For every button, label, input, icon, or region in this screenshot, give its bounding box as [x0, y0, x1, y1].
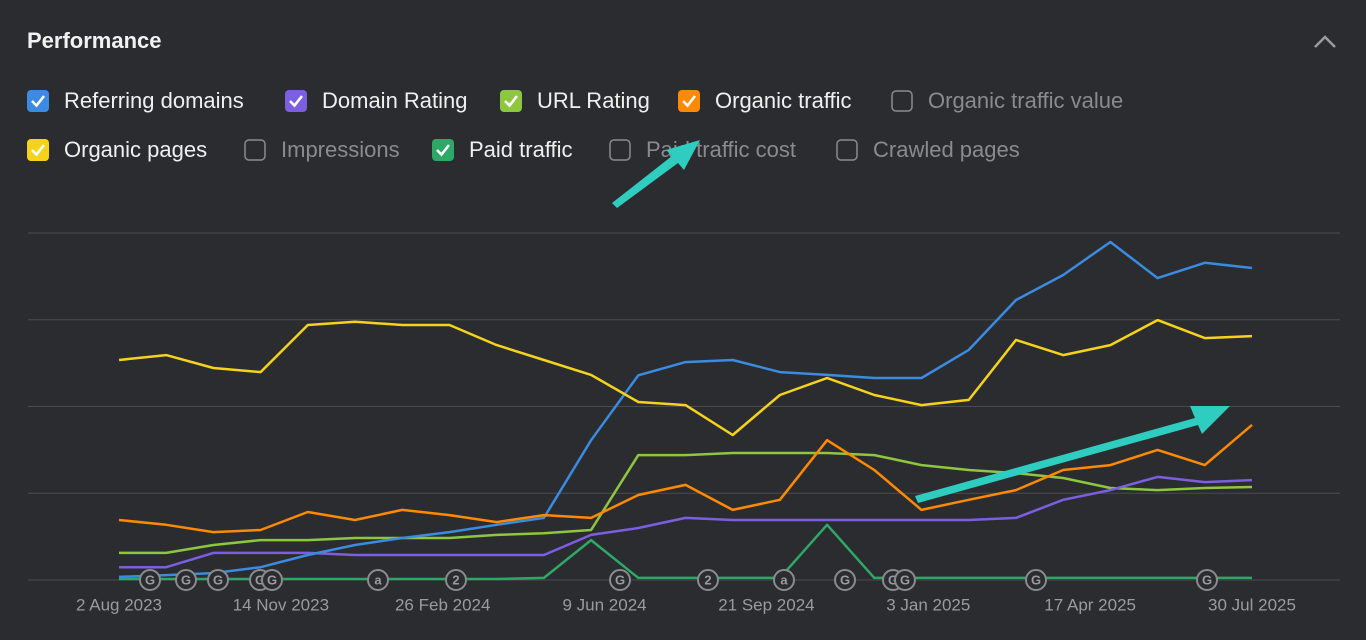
series-line	[119, 475, 1253, 569]
x-tick-label: 26 Feb 2024	[395, 595, 490, 614]
legend-label: Crawled pages	[873, 137, 1020, 162]
legend-item[interactable]: Crawled pages	[836, 137, 1020, 162]
legend-item[interactable]: Referring domains	[27, 88, 244, 113]
checkbox-unchecked[interactable]	[836, 139, 858, 161]
checkbox-checked[interactable]	[27, 90, 49, 112]
event-marker[interactable]	[261, 569, 283, 591]
event-marker-label: G	[1031, 572, 1041, 587]
checkmark	[436, 144, 451, 157]
collapse-button[interactable]	[1314, 35, 1336, 48]
series-line	[118, 423, 1253, 534]
checkbox-checked[interactable]	[500, 90, 522, 112]
x-tick-label: 21 Sep 2024	[718, 595, 814, 614]
legend-label: URL Rating	[537, 88, 650, 113]
x-tick-label: 14 Nov 2023	[233, 595, 329, 614]
legend-label: Domain Rating	[322, 88, 468, 113]
x-tick-label: 3 Jan 2025	[886, 595, 970, 614]
event-marker[interactable]	[697, 569, 719, 591]
event-marker-label: G	[840, 572, 850, 587]
annotation-arrow	[915, 406, 1230, 503]
x-axis: 2 Aug 2023 14 Nov 2023 26 Feb 2024 9 Jun 20…	[76, 595, 1296, 614]
event-marker-label: G	[255, 572, 265, 587]
legend-item[interactable]: Impressions	[244, 137, 400, 162]
x-tick-label: 17 Apr 2025	[1044, 595, 1136, 614]
legend-item[interactable]: Organic traffic	[678, 88, 852, 113]
checkmark	[289, 95, 304, 108]
event-marker[interactable]	[773, 569, 795, 591]
event-marker[interactable]	[175, 569, 197, 591]
checkmark	[31, 144, 46, 157]
checkbox-unchecked[interactable]	[244, 139, 266, 161]
event-marker-label: G	[1202, 572, 1212, 587]
series-line	[119, 523, 1252, 581]
x-tick-label: 9 Jun 2024	[563, 595, 647, 614]
event-marker[interactable]	[894, 569, 916, 591]
legend-label: Paid traffic	[469, 137, 573, 162]
event-marker-label: G	[267, 572, 277, 587]
event-marker[interactable]	[367, 569, 389, 591]
event-marker-label: a	[780, 572, 788, 587]
checkmark	[504, 95, 519, 108]
series-line	[119, 451, 1253, 555]
event-marker[interactable]	[207, 569, 229, 591]
event-marker[interactable]	[834, 569, 856, 591]
event-marker[interactable]	[1196, 569, 1218, 591]
plot	[118, 240, 1253, 581]
event-marker-label: 2	[452, 572, 459, 587]
checkbox-checked[interactable]	[27, 139, 49, 161]
annotation-arrow	[612, 140, 700, 208]
legend-item[interactable]: Domain Rating	[285, 88, 468, 113]
x-tick-label: 30 Jul 2025	[1208, 595, 1296, 614]
checkbox-unchecked[interactable]	[891, 90, 913, 112]
event-marker-label: G	[145, 572, 155, 587]
x-tick-label: 2 Aug 2023	[76, 595, 162, 614]
legend-label: Organic traffic	[715, 88, 852, 113]
checkmark	[31, 95, 46, 108]
legend-label: Organic traffic value	[928, 88, 1123, 113]
event-marker[interactable]	[139, 569, 161, 591]
series-line	[118, 318, 1253, 437]
event-marker[interactable]	[1025, 569, 1047, 591]
event-marker-label: a	[374, 572, 382, 587]
panel-title: Performance	[27, 28, 162, 53]
checkbox-checked[interactable]	[432, 139, 454, 161]
event-marker-label: G	[181, 572, 191, 587]
checkbox-checked[interactable]	[285, 90, 307, 112]
checkmark	[682, 95, 697, 108]
event-marker-label: G	[213, 572, 223, 587]
event-marker-label: G	[615, 572, 625, 587]
checkbox-checked[interactable]	[678, 90, 700, 112]
legend-label: Referring domains	[64, 88, 244, 113]
event-marker-label: G	[888, 572, 898, 587]
event-marker-label: 2	[704, 572, 711, 587]
legend-item[interactable]: Paid traffic	[432, 137, 573, 162]
legend-label: Impressions	[281, 137, 400, 162]
legend-label: Organic pages	[64, 137, 207, 162]
event-marker[interactable]	[609, 569, 631, 591]
legend-item[interactable]: URL Rating	[500, 88, 650, 113]
checkbox-unchecked[interactable]	[609, 139, 631, 161]
series-line	[118, 240, 1253, 579]
event-marker[interactable]	[445, 569, 467, 591]
legend-item[interactable]: Organic traffic value	[891, 88, 1123, 113]
legend-item[interactable]: Organic pages	[27, 137, 207, 162]
event-marker-label: G	[900, 572, 910, 587]
